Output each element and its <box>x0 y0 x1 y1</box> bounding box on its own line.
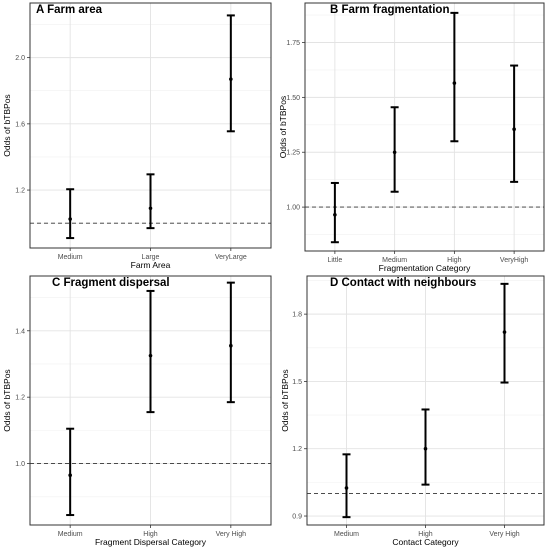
x-tick-label: Medium <box>382 257 407 264</box>
y-tick-label: 1.75 <box>286 40 300 47</box>
x-tick-label: Very High <box>489 531 519 538</box>
y-tick-label: 1.2 <box>15 188 25 195</box>
y-tick-label: 1.0 <box>15 461 25 468</box>
panel-border <box>29 275 272 526</box>
y-tick-label: 1.25 <box>286 150 300 157</box>
panel-border <box>29 2 272 249</box>
estimate-point <box>229 77 233 81</box>
y-axis-label: Odds of bTBPos <box>2 94 12 156</box>
estimate-point <box>333 212 337 217</box>
y-tick-label: 1.2 <box>292 446 302 453</box>
estimate-point <box>392 150 397 155</box>
x-tick-label: Large <box>142 254 160 261</box>
x-tick-label: Medium <box>58 254 83 261</box>
plot-background <box>305 3 544 251</box>
y-tick-label: 1.8 <box>292 312 302 319</box>
estimate-point <box>344 486 349 490</box>
y-axis-label: Odds of bTBPos <box>2 369 12 431</box>
y-tick-label: 1.5 <box>292 379 302 386</box>
panel-title: D Contact with neighbours <box>330 277 476 289</box>
x-axis-label: Contact Category <box>392 537 459 547</box>
y-axis-label: Odds of bTBPos <box>278 96 288 158</box>
panel-b: 1.00 1.25 1.50 1.75 Little Medium High VeryHigh… <box>278 2 545 273</box>
panel-title: A Farm area <box>36 4 103 16</box>
estimate-point <box>452 81 457 85</box>
x-tick-label: VeryLarge <box>215 254 247 261</box>
y-tick-label: 1.6 <box>15 121 25 128</box>
estimate-point <box>148 353 153 358</box>
panel-a: 1.2 1.6 2.0 Medium Large VeryLarge A Farm area… <box>2 2 272 270</box>
panel-c: 1.0 1.2 1.4 Medium High Very High C Fragment d… <box>2 275 272 547</box>
x-tick-label: Very High <box>216 531 246 538</box>
panel-border <box>304 2 545 252</box>
x-axis-label: Fragmentation Category <box>379 263 471 273</box>
x-tick-label: High <box>143 531 158 538</box>
panel-d: 0.9 1.2 1.5 1.8 Medium High Very High D Contact… <box>280 275 545 547</box>
estimate-point <box>148 206 153 211</box>
estimate-point <box>512 127 516 131</box>
y-tick-label: 1.2 <box>15 395 25 402</box>
y-tick-label: 1.00 <box>286 205 300 212</box>
estimate-point <box>229 343 233 348</box>
estimate-point <box>502 330 507 334</box>
x-tick-label: High <box>418 531 433 538</box>
x-axis-label: Farm Area <box>131 260 171 270</box>
y-tick-label: 1.50 <box>286 95 300 102</box>
estimate-point <box>68 473 72 478</box>
x-tick-label: Medium <box>334 531 359 538</box>
y-axis-label: Odds of bTBPos <box>280 369 290 431</box>
panel-title: C Fragment dispersal <box>52 277 170 289</box>
y-tick-label: 0.9 <box>292 514 302 521</box>
panel-border <box>306 275 545 526</box>
x-tick-label: High <box>447 257 462 264</box>
x-tick-label: VeryHigh <box>500 257 529 264</box>
panel-title: B Farm fragmentation <box>330 4 450 16</box>
x-tick-label: Medium <box>58 531 83 538</box>
x-axis-label: Fragment Dispersal Category <box>95 537 207 547</box>
y-tick-label: 2.0 <box>15 55 25 62</box>
estimate-point <box>423 446 428 451</box>
y-tick-label: 1.4 <box>15 328 25 335</box>
estimate-point <box>68 217 72 221</box>
x-tick-label: Little <box>327 257 342 264</box>
